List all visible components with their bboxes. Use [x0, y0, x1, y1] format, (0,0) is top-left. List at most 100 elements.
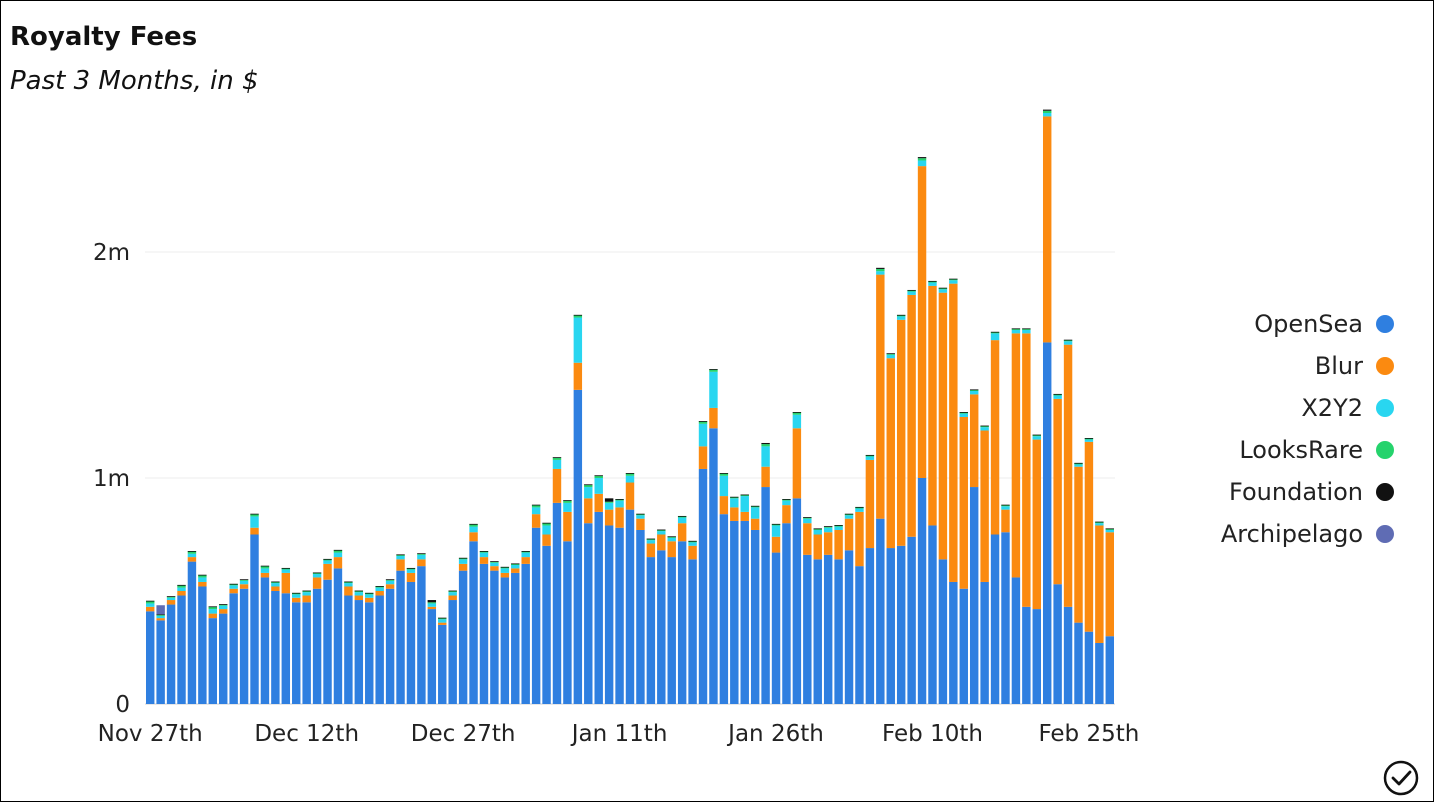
bar-segment[interactable] [187, 557, 197, 562]
bar-segment[interactable] [385, 584, 395, 589]
bar-segment[interactable] [959, 412, 968, 414]
bar-segment[interactable] [1011, 329, 1021, 334]
bar-segment[interactable] [928, 280, 937, 282]
bar-segment[interactable] [302, 590, 311, 592]
bar-segment[interactable] [771, 536, 781, 553]
bar-stack[interactable] [636, 513, 645, 704]
bar-stack[interactable] [333, 549, 343, 704]
bar-segment[interactable] [166, 597, 176, 601]
bar-segment[interactable] [166, 604, 176, 704]
bar-segment[interactable] [761, 487, 770, 704]
bar-segment[interactable] [771, 523, 781, 525]
bar-segment[interactable] [834, 525, 843, 527]
bar-segment[interactable] [657, 531, 666, 535]
bar-segment[interactable] [375, 591, 384, 596]
bar-stack[interactable] [281, 567, 291, 704]
bar-stack[interactable] [406, 567, 416, 704]
bar-segment[interactable] [938, 287, 948, 289]
bar-segment[interactable] [740, 494, 749, 497]
bar-segment[interactable] [980, 427, 989, 431]
bar-segment[interactable] [1032, 434, 1041, 436]
bar-segment[interactable] [688, 559, 697, 704]
legend-item[interactable]: Archipelago [1221, 520, 1394, 548]
bar-segment[interactable] [250, 514, 259, 517]
bar-stack[interactable] [886, 353, 895, 704]
bar-segment[interactable] [563, 502, 572, 512]
bar-segment[interactable] [615, 527, 624, 704]
bar-stack[interactable] [542, 522, 551, 704]
bar-segment[interactable] [855, 511, 864, 567]
bar-stack[interactable] [1022, 328, 1031, 704]
bar-segment[interactable] [1022, 328, 1031, 330]
bar-segment[interactable] [1053, 584, 1062, 704]
bar-segment[interactable] [365, 602, 374, 704]
bar-segment[interactable] [406, 567, 416, 569]
bar-segment[interactable] [375, 595, 384, 704]
bar-segment[interactable] [333, 568, 343, 704]
bar-segment[interactable] [385, 588, 395, 704]
bar-stack[interactable] [1095, 521, 1104, 704]
bar-segment[interactable] [1022, 328, 1031, 330]
bar-stack[interactable] [865, 454, 875, 704]
bar-segment[interactable] [709, 407, 718, 429]
bar-segment[interactable] [813, 528, 822, 530]
bar-segment[interactable] [719, 473, 729, 476]
bar-segment[interactable] [990, 331, 1000, 333]
bar-segment[interactable] [1001, 504, 1010, 506]
bar-segment[interactable] [156, 618, 165, 621]
bar-segment[interactable] [949, 283, 958, 582]
bar-segment[interactable] [344, 586, 353, 596]
bar-segment[interactable] [907, 294, 916, 537]
bar-segment[interactable] [490, 561, 499, 563]
bar-segment[interactable] [803, 517, 812, 518]
bar-segment[interactable] [511, 572, 520, 704]
bar-segment[interactable] [938, 289, 948, 293]
bar-segment[interactable] [740, 496, 749, 512]
bar-stack[interactable] [698, 421, 708, 704]
bar-segment[interactable] [375, 586, 384, 588]
bar-segment[interactable] [198, 586, 207, 704]
bar-stack[interactable] [531, 504, 541, 704]
bar-segment[interactable] [698, 421, 708, 424]
bar-segment[interactable] [949, 279, 958, 281]
bar-stack[interactable] [365, 592, 374, 704]
bar-segment[interactable] [730, 507, 739, 521]
bar-segment[interactable] [573, 389, 583, 704]
bar-segment[interactable] [229, 583, 238, 585]
bar-segment[interactable] [542, 525, 551, 535]
bar-segment[interactable] [604, 525, 614, 704]
bar-stack[interactable] [1001, 504, 1010, 704]
bar-segment[interactable] [552, 468, 562, 503]
bar-segment[interactable] [876, 267, 885, 269]
bar-segment[interactable] [406, 572, 416, 582]
bar-segment[interactable] [500, 577, 510, 704]
bar-segment[interactable] [1084, 438, 1094, 439]
bar-segment[interactable] [469, 532, 478, 542]
bar-segment[interactable] [166, 600, 176, 605]
bar-segment[interactable] [563, 500, 572, 501]
bar-segment[interactable] [709, 369, 718, 370]
bar-segment[interactable] [573, 315, 583, 318]
bar-segment[interactable] [177, 587, 186, 591]
bar-segment[interactable] [615, 499, 624, 501]
bar-segment[interactable] [271, 591, 280, 704]
bar-segment[interactable] [531, 507, 541, 515]
bar-stack[interactable] [438, 617, 447, 704]
bar-segment[interactable] [782, 505, 791, 524]
bar-stack[interactable] [469, 523, 478, 704]
bar-segment[interactable] [1105, 532, 1114, 637]
bar-segment[interactable] [792, 412, 802, 415]
bar-segment[interactable] [344, 595, 353, 704]
bar-segment[interactable] [1095, 522, 1104, 524]
bar-segment[interactable] [385, 579, 395, 581]
bar-segment[interactable] [521, 552, 530, 558]
bar-segment[interactable] [1011, 328, 1021, 330]
bar-segment[interactable] [385, 580, 395, 585]
bar-segment[interactable] [636, 515, 645, 519]
bar-segment[interactable] [375, 586, 384, 587]
bar-segment[interactable] [292, 602, 301, 704]
bar-segment[interactable] [750, 506, 760, 508]
bar-segment[interactable] [323, 563, 332, 580]
bar-segment[interactable] [573, 362, 583, 390]
bar-segment[interactable] [990, 534, 1000, 705]
